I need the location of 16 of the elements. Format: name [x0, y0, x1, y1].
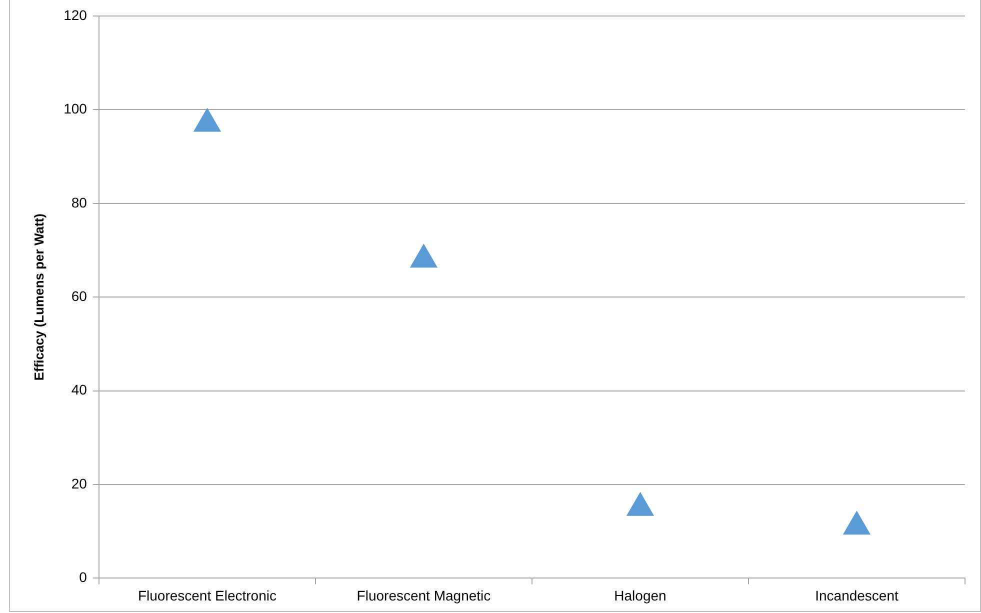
x-tick-label: Fluorescent Electronic	[138, 587, 276, 604]
point	[843, 511, 870, 535]
x-tick-label: Incandescent	[815, 587, 898, 604]
x-tick-label: Fluorescent Magnetic	[356, 587, 491, 604]
point	[194, 108, 221, 132]
y-tick-label: 20	[71, 475, 88, 492]
point	[626, 492, 654, 516]
y-tick-label: 60	[71, 288, 88, 304]
y-tick-label: 120	[64, 6, 88, 23]
y-tick-label: 40	[71, 382, 88, 398]
y-tick-label: 0	[79, 569, 88, 586]
y-axis-title: Efficacy (Lumens per Watt)	[31, 214, 46, 381]
y-tick-label: 80	[71, 194, 88, 210]
y-tick-label: 100	[64, 100, 88, 117]
x-tick-label: Halogen	[614, 587, 666, 604]
point	[410, 244, 438, 268]
